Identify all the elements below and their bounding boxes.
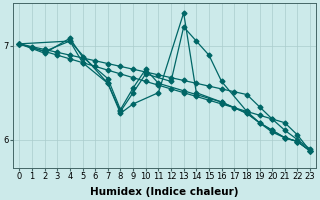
X-axis label: Humidex (Indice chaleur): Humidex (Indice chaleur) (91, 187, 239, 197)
